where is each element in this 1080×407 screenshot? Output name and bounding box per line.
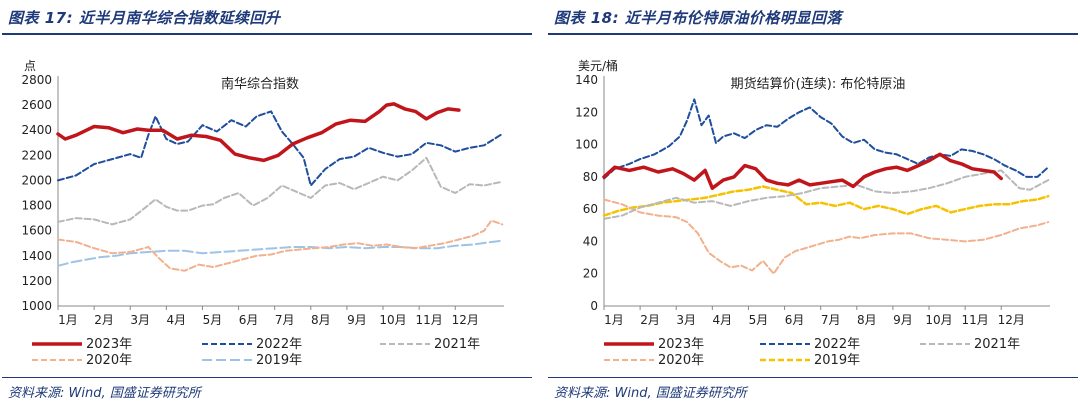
x-tick-label: 7月 [821, 313, 841, 327]
y-tick-label: 1400 [21, 249, 52, 263]
y-tick-label: 100 [575, 138, 598, 152]
chart-title: 南华综合指数 [221, 76, 299, 92]
title-divider [2, 33, 532, 35]
x-tick-label: 3月 [676, 313, 696, 327]
source-divider [2, 377, 532, 378]
x-tick-label: 8月 [857, 313, 877, 327]
title-divider [548, 33, 1078, 35]
x-tick-label: 4月 [713, 313, 733, 327]
x-tick-label: 1月 [604, 313, 624, 327]
x-tick-label: 10月 [925, 313, 952, 327]
legend-label: 2021年 [974, 337, 1020, 352]
y-tick-label: 20 [583, 267, 598, 281]
y-tick-label: 2000 [21, 173, 52, 187]
x-tick-label: 6月 [785, 313, 805, 327]
x-tick-label: 1月 [58, 313, 78, 327]
y-tick-label: 60 [583, 202, 598, 216]
series-line-2019年 [602, 185, 1050, 217]
x-tick-label: 6月 [239, 313, 259, 327]
legend-label: 2020年 [658, 353, 704, 368]
x-tick-label: 5月 [749, 313, 769, 327]
y-tick-label: 2400 [21, 123, 52, 137]
y-tick-label: 80 [583, 170, 598, 184]
x-tick-label: 10月 [379, 313, 406, 327]
source-note: 资料来源: Wind, 国盛证券研究所 [8, 386, 201, 401]
legend-label: 2023年 [86, 337, 132, 352]
series-line-2023年 [56, 102, 461, 163]
legend-label: 2019年 [814, 353, 860, 368]
y-tick-label: 1200 [21, 274, 52, 288]
x-tick-label: 11月 [961, 313, 988, 327]
y-tick-label: 0 [590, 299, 598, 313]
x-tick-label: 12月 [998, 313, 1025, 327]
y-tick-label: 1600 [21, 224, 52, 238]
y-tick-label: 1800 [21, 199, 52, 213]
legend-label: 2022年 [814, 337, 860, 352]
legend-label: 2023年 [658, 337, 704, 352]
x-tick-label: 8月 [311, 313, 331, 327]
source-divider [548, 377, 1078, 378]
x-tick-label: 4月 [167, 313, 187, 327]
legend-label: 2022年 [256, 337, 302, 352]
legend-label: 2020年 [86, 353, 132, 368]
x-tick-label: 5月 [203, 313, 223, 327]
y-tick-label: 2800 [21, 73, 52, 87]
y-tick-label: 2600 [21, 98, 52, 112]
series-line-2022年 [57, 110, 504, 187]
y-axis-unit: 美元/桶 [578, 58, 618, 73]
series-line-2022年 [603, 98, 1050, 180]
y-tick-label: 140 [575, 73, 598, 87]
x-tick-label: 12月 [452, 313, 479, 327]
x-tick-label: 2月 [640, 313, 660, 327]
x-tick-label: 2月 [94, 313, 114, 327]
series-line-2020年 [57, 219, 504, 272]
y-tick-label: 1000 [21, 299, 52, 313]
series-line-2021年 [57, 156, 504, 226]
y-tick-label: 40 [583, 234, 598, 248]
y-tick-label: 120 [575, 105, 598, 119]
legend-label: 2021年 [434, 337, 480, 352]
x-tick-label: 7月 [275, 313, 295, 327]
series-line-2021年 [603, 169, 1050, 220]
left-figure: 图表 17: 近半月南华综合指数延续回升 点南华综合指数 1000 1200 1400… [2, 0, 532, 407]
figure-title: 图表 18: 近半月布伦特原油价格明显回落 [554, 9, 842, 27]
x-tick-label: 9月 [893, 313, 913, 327]
series-line-2020年 [603, 198, 1050, 275]
legend-label: 2019年 [256, 353, 302, 368]
chart-title: 期货结算价(连续): 布伦特原油 [731, 76, 906, 92]
series-line-2019年 [57, 239, 504, 267]
x-tick-label: 9月 [347, 313, 367, 327]
series-line-2023年 [602, 152, 1003, 190]
y-axis-unit: 点 [24, 59, 36, 73]
figure-title: 图表 17: 近半月南华综合指数延续回升 [8, 9, 281, 27]
x-tick-label: 3月 [130, 313, 150, 327]
y-tick-label: 2200 [21, 148, 52, 162]
right-figure: 图表 18: 近半月布伦特原油价格明显回落 美元/桶期货结算价(连续): 布伦特… [548, 0, 1078, 407]
source-note: 资料来源: Wind, 国盛证券研究所 [554, 386, 747, 401]
x-tick-label: 11月 [415, 313, 442, 327]
